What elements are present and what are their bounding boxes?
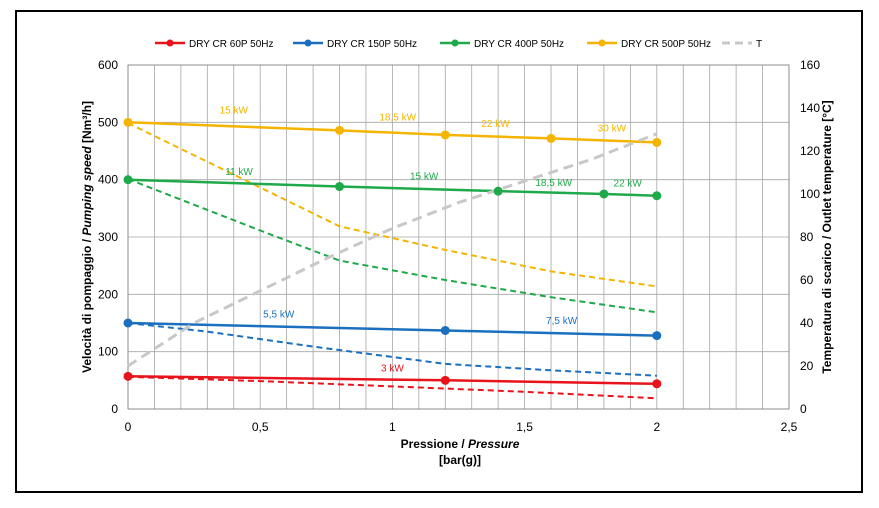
plot-area-border [127,64,790,410]
legend-label: DRY CR 500P 50Hz [621,39,711,50]
power-label: 11 kW [225,167,253,178]
y-left-tick-label: 400 [98,173,118,187]
series-markers [123,117,662,389]
data-point-marker [440,325,450,335]
y-left-tick-label: 500 [98,115,118,129]
x-tick-label: 1,5 [516,420,533,434]
data-point-marker [123,117,133,127]
legend-marker [598,39,606,47]
grid-lines [127,64,790,410]
x-tick-label: 0,5 [252,420,269,434]
legend-label: DRY CR 60P 50Hz [189,39,274,50]
power-label: 22 kW [481,119,510,130]
y-right-tick-label: 60 [800,273,814,287]
data-point-marker [652,191,662,201]
y-left-tick-label: 100 [98,345,118,359]
legend-label: T [756,39,762,50]
legend-label: DRY CR 150P 50Hz [327,39,417,50]
power-annotations: 15 kW 18,5 kW 22 kW 30 kW 11 kW 15 kW 18,5 kW 2… [220,106,643,375]
data-point-marker [652,331,662,341]
power-label: 15 kW [220,106,249,117]
data-point-marker [440,375,450,385]
power-label: 5,5 kW [263,309,295,320]
data-point-marker [123,371,133,381]
data-point-marker [652,137,662,147]
power-label: 18,5 kW [535,178,572,189]
temperature-curve [127,322,657,377]
power-label: 3 kW [381,364,404,375]
power-label: 22 kW [614,179,643,190]
x-axis-unit: [bar(g)] [439,453,481,467]
y-right-tick-label: 40 [800,316,814,330]
y-left-tick-label: 200 [98,287,118,301]
data-point-marker [493,186,503,196]
y-right-tick-label: 80 [800,230,814,244]
y-left-axis-title: Velocità di pompaggio / Pumping speed [N… [80,101,94,373]
data-point-marker [123,175,133,185]
x-tick-label: 1 [389,420,396,434]
data-point-marker [123,318,133,328]
data-point-marker [440,130,450,140]
temperature-curves [127,122,657,400]
legend-marker [304,39,312,47]
y-right-tick-label: 160 [800,58,820,72]
power-label: 18,5 kW [379,113,416,124]
power-label: 7,5 kW [546,316,578,327]
y-right-tick-label: 140 [800,101,820,115]
y-left-tick-label: 600 [98,58,118,72]
temperature-curve [127,122,657,288]
y-right-axis-title: Temperatura di scarico / Outlet temperat… [820,100,834,373]
y-right-tick-label: 20 [800,359,814,373]
data-point-marker [546,133,556,143]
y-right-tick-label: 120 [800,144,820,158]
axes: 0 0,5 1 1,5 2 2,50100200300400500600020406080… [98,58,820,434]
data-point-marker [599,189,609,199]
legend-marker [166,39,174,47]
x-tick-label: 0 [125,420,132,434]
temperature-curve [127,375,657,400]
legend-label: DRY CR 400P 50Hz [474,39,564,50]
x-tick-label: 2,5 [781,420,798,434]
data-point-marker [335,125,345,135]
y-left-tick-label: 300 [98,230,118,244]
data-point-marker [652,379,662,389]
temperature-curve [127,178,657,314]
data-point-marker [335,182,345,192]
legend-marker [451,39,459,47]
chart-frame [15,10,863,493]
x-tick-label: 2 [653,420,660,434]
x-axis-title: Pressione / Pressure [401,437,520,451]
power-label: 15 kW [410,172,439,183]
power-label: 30 kW [598,124,627,135]
y-right-tick-label: 100 [800,187,820,201]
y-left-tick-label: 0 [111,402,118,416]
legend: DRY CR 60P 50Hz DRY CR 150P 50Hz DRY CR 40… [155,39,762,50]
series-line-temperature [127,132,658,368]
y-right-tick-label: 0 [800,402,807,416]
